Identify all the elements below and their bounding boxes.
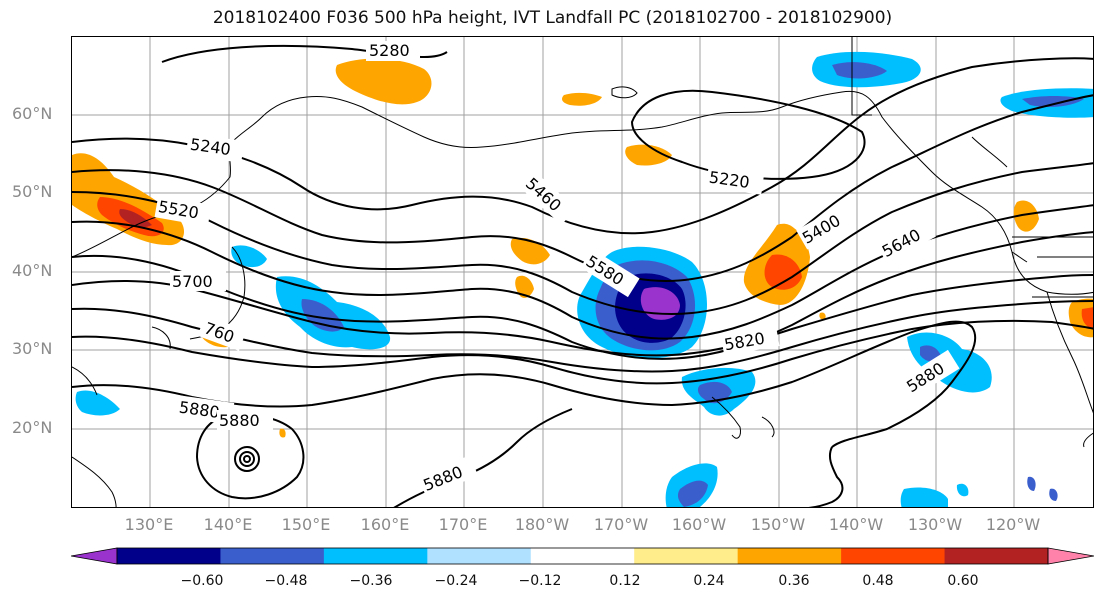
colorbar-segment [117, 548, 221, 564]
colorbar-segment [737, 548, 842, 564]
colorbar-tick-6: 0.12 [609, 573, 641, 589]
ivt-neg-center-core [640, 287, 680, 320]
contour-label-5880-typhoon: 5880 [219, 411, 260, 430]
contour-5460 [72, 94, 1093, 282]
colorbar-tick-7: 0.24 [693, 573, 725, 589]
coastlines [72, 37, 1093, 507]
ivt-neg-canada-inner [1022, 96, 1084, 107]
ivt-pos-ca-inner [1081, 307, 1093, 329]
contour-labels: 5280 5240 5520 5460 5220 5400 5640 5580 … [154, 41, 960, 497]
colorbar-tick-9: 0.48 [862, 573, 894, 589]
ivt-pos-east-top [776, 223, 798, 242]
lon-label-130w: 130°W [907, 515, 963, 534]
colorbar-segment [944, 548, 1049, 564]
contour-label-5760: 760 [202, 318, 237, 346]
contour-5700 [72, 274, 1093, 357]
colorbar-segment [427, 548, 532, 564]
lat-label-20n: 20°N [12, 418, 53, 437]
lon-label-160w: 160°W [671, 515, 727, 534]
colorbar [71, 547, 1094, 565]
lon-label-120w: 120°W [985, 515, 1041, 534]
ivt-pos-dateline-s [515, 275, 534, 298]
lon-label-170e: 170°E [438, 515, 488, 534]
map-title: 2018102400 F036 500 hPa height, IVT Land… [212, 8, 893, 28]
colorbar-tick-10: 0.60 [947, 573, 979, 589]
lat-label-50n: 50°N [12, 182, 53, 201]
ivt-neg-bottom-right [900, 487, 948, 507]
contour-5280 [161, 44, 448, 63]
ivt-neg-small-b [1027, 476, 1036, 491]
contour-label-5280: 5280 [369, 41, 410, 60]
ivt-pos-aleutian-w [562, 92, 602, 106]
colorbar-segment [841, 548, 946, 564]
colorbar-segment [323, 548, 428, 564]
colorbar-segment [220, 548, 325, 564]
ivt-neg-small-c [1049, 488, 1058, 501]
lon-label-180w: 180°W [514, 515, 570, 534]
colorbar-segment [530, 548, 635, 564]
ivt-pos-kuril [335, 58, 432, 105]
ivt-pos-tiny [279, 428, 286, 438]
contour-5880-b [195, 414, 305, 500]
lon-label-140e: 140°E [203, 515, 253, 534]
ivt-neg-japan [231, 245, 267, 268]
ivt-pos-bc [1013, 200, 1039, 232]
ivt-neg-small-a [956, 483, 969, 497]
contour-label-5700: 5700 [172, 272, 213, 291]
lon-label-150w: 150°W [750, 515, 806, 534]
ivt-pos-aleutian [625, 144, 672, 166]
ivt-pos-tiny-b [819, 312, 826, 320]
lat-label-40n: 40°N [12, 261, 53, 280]
colorbar-tick-3: −0.36 [349, 573, 393, 589]
ivt-neg-alaska-inner [832, 62, 887, 79]
colorbar-segment-min [71, 547, 118, 565]
lat-label-30n: 30°N [12, 339, 53, 358]
lon-label-140w: 140°W [828, 515, 884, 534]
contour-5520 [72, 162, 1093, 316]
ivt-neg-sw [75, 390, 120, 416]
height-contours [72, 44, 1093, 507]
ivt-neg-west-inner [301, 299, 344, 332]
lat-label-60n: 60°N [12, 104, 53, 123]
contour-5820 [72, 319, 1093, 385]
colorbar-tick-1: −0.60 [180, 573, 224, 589]
lon-label-150e: 150°E [281, 515, 331, 534]
contour-5880-c [393, 408, 573, 507]
ivt-neg-far-south-inner [677, 480, 708, 507]
lon-label-130e: 130°E [124, 515, 174, 534]
lon-label-170w: 170°W [593, 515, 649, 534]
colorbar-tick-8: 0.36 [778, 573, 810, 589]
ivt-neg-south-inner [697, 381, 732, 404]
contour-5220 [630, 89, 866, 180]
colorbar-tick-4: −0.24 [434, 573, 478, 589]
contour-5880-a [72, 320, 977, 448]
colorbar-tick-2: −0.48 [264, 573, 308, 589]
map-panel: 5280 5240 5520 5460 5220 5400 5640 5580 … [71, 36, 1094, 508]
colorbar-tick-5: −0.12 [518, 573, 562, 589]
ivt-pos-east-mid [764, 254, 802, 290]
colorbar-segment [634, 548, 739, 564]
colorbar-segment-max [1047, 547, 1094, 565]
contour-5880-d [808, 446, 844, 507]
ivt-pos-japan-sea-core [119, 209, 152, 228]
lon-label-160e: 160°E [360, 515, 410, 534]
colorbar-frame [116, 547, 1049, 565]
